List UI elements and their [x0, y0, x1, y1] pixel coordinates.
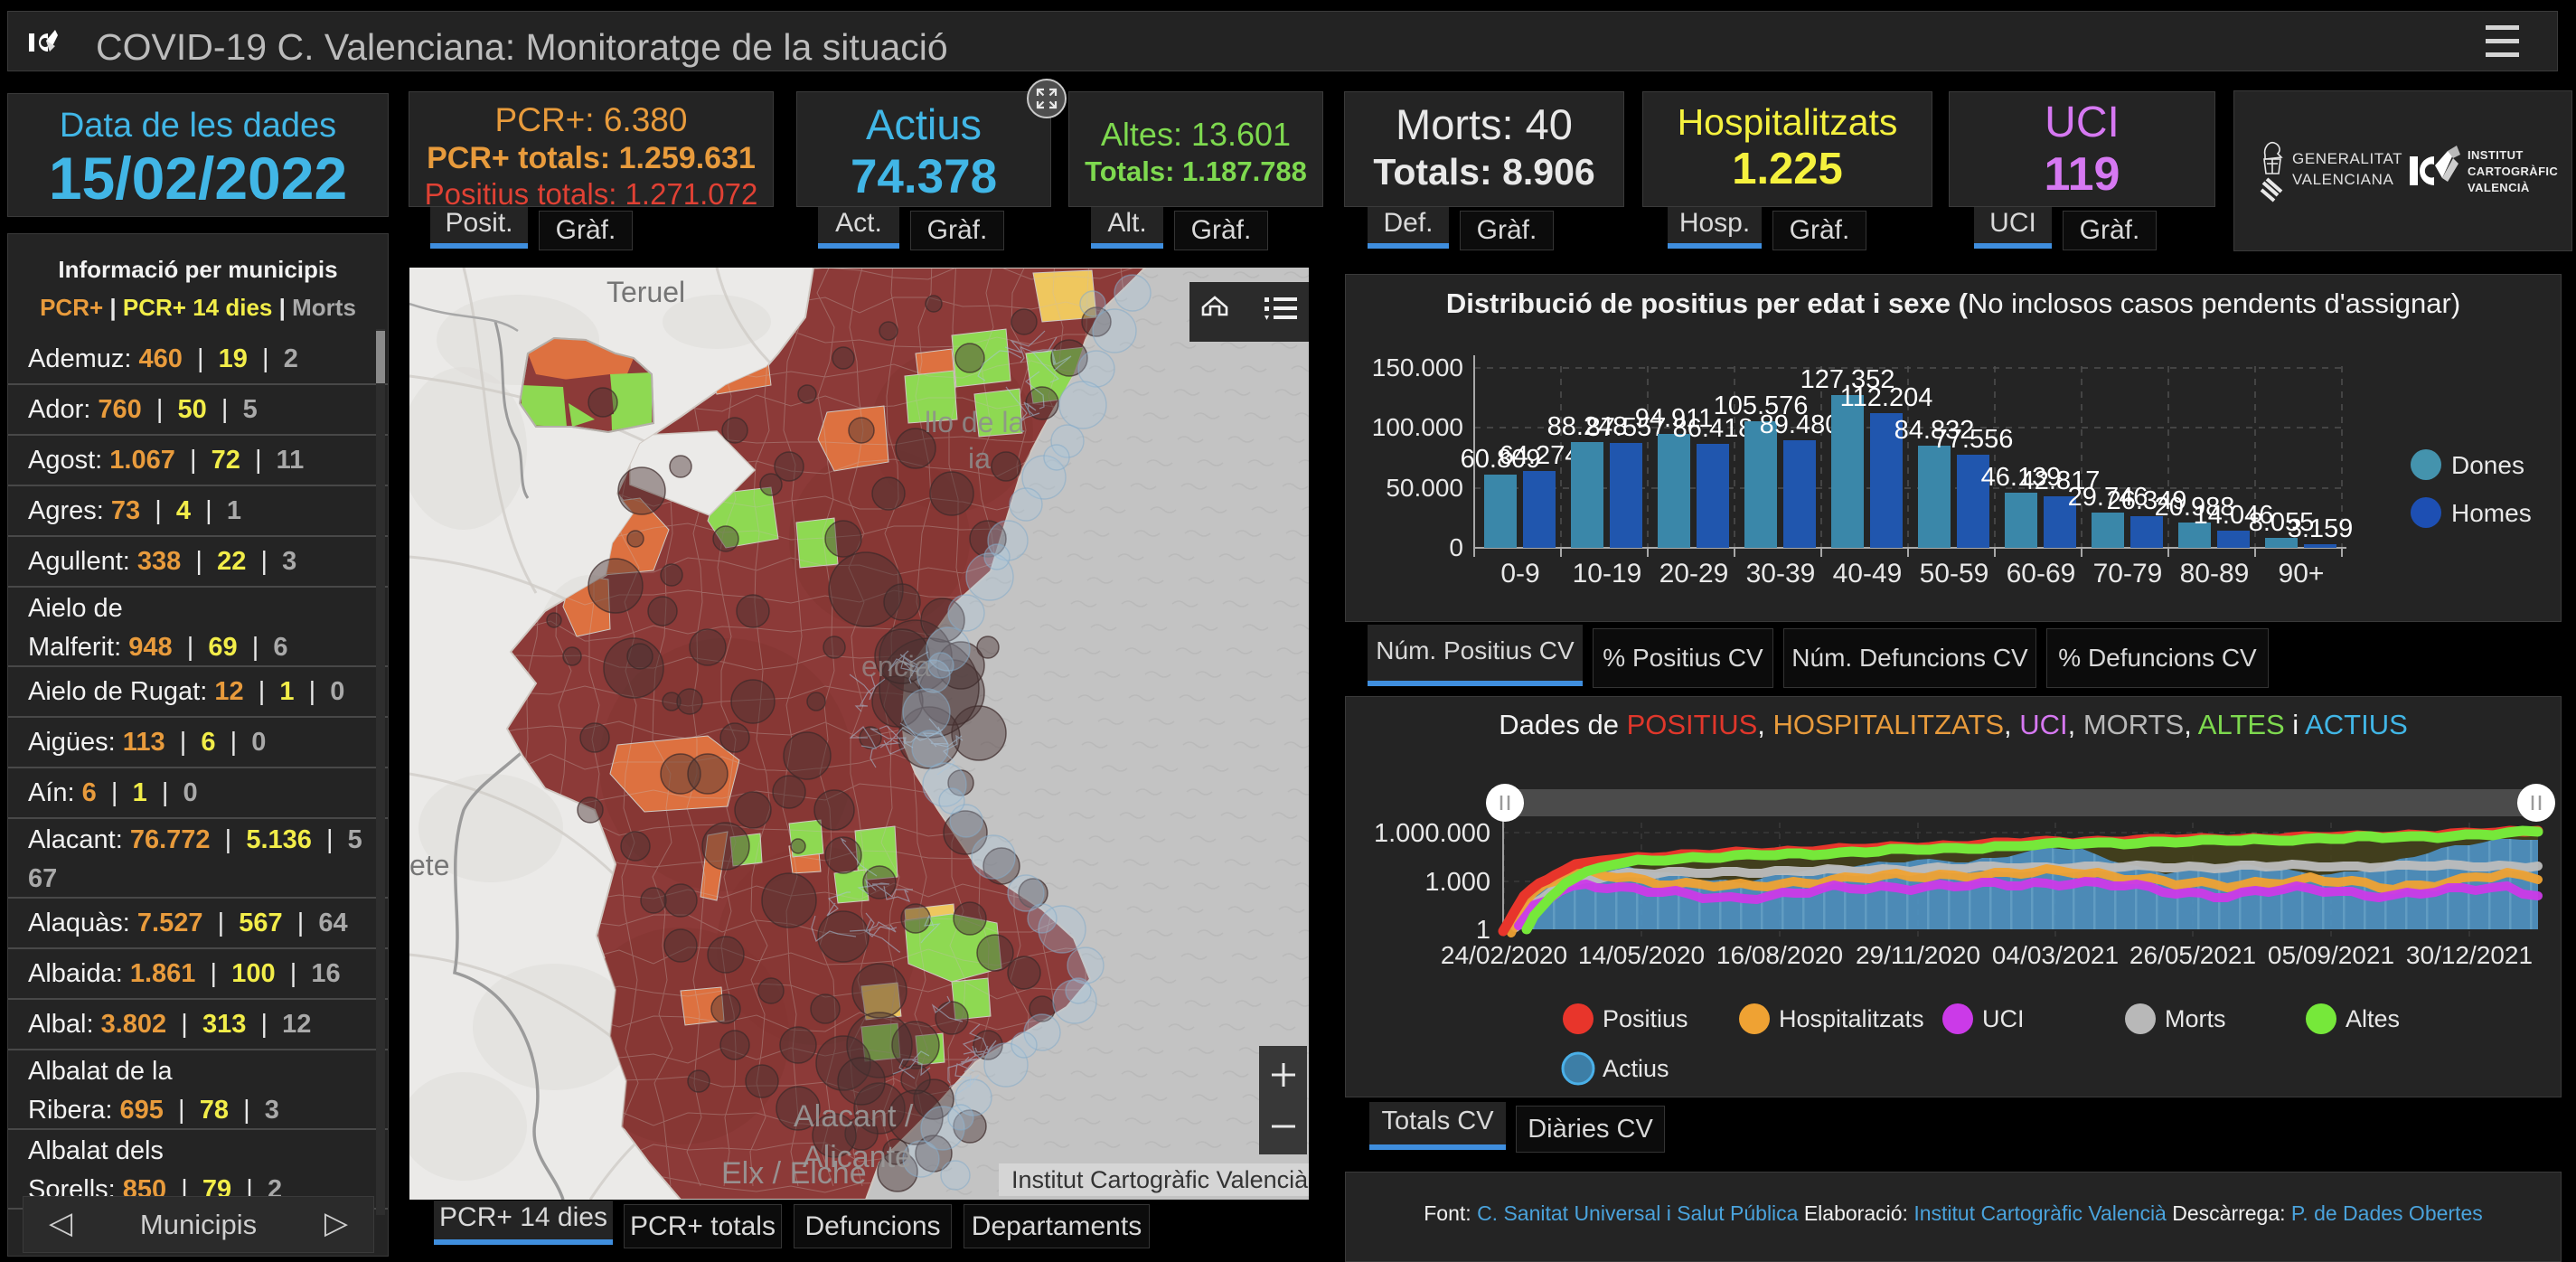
svg-text:ete: ete [409, 849, 449, 881]
svg-text:64.274: 64.274 [1500, 441, 1580, 470]
svg-text:60.809: 60.809 [1461, 445, 1541, 474]
svg-text:46.139: 46.139 [1981, 463, 2062, 492]
svg-text:Positius: Positius [1603, 1005, 1688, 1032]
svg-text:1: 1 [1476, 916, 1490, 945]
svg-text:89.480: 89.480 [1760, 410, 1840, 439]
svg-text:80-89: 80-89 [2180, 559, 2250, 589]
svg-text:Morts: Morts [2165, 1005, 2226, 1032]
svg-text:42.817: 42.817 [2020, 466, 2101, 495]
svg-text:1.000.000: 1.000.000 [1374, 819, 1490, 848]
svg-text:14.046: 14.046 [2194, 501, 2274, 530]
svg-text:Teruel: Teruel [606, 276, 685, 308]
svg-text:encia: encia [861, 650, 931, 683]
svg-text:0-9: 0-9 [1500, 559, 1539, 589]
svg-text:04/03/2021: 04/03/2021 [1992, 941, 2119, 969]
svg-text:87.557: 87.557 [1586, 413, 1667, 442]
svg-text:20.988: 20.988 [2155, 493, 2235, 522]
svg-text:40-49: 40-49 [1833, 559, 1903, 589]
svg-text:29/11/2020: 29/11/2020 [1856, 941, 1980, 969]
svg-text:Dades de POSITIUS, HOSPITALITZ: Dades de POSITIUS, HOSPITALITZATS, UCI, … [1499, 709, 2408, 740]
svg-text:150.000: 150.000 [1372, 353, 1463, 381]
svg-text:84.832: 84.832 [1894, 416, 1975, 445]
svg-text:10-19: 10-19 [1573, 559, 1642, 589]
svg-text:1.000: 1.000 [1424, 868, 1490, 897]
svg-text:86.418: 86.418 [1673, 414, 1753, 443]
svg-text:50-59: 50-59 [1920, 559, 1989, 589]
svg-text:Institut Cartogràfic Valencià: Institut Cartogràfic Valencià [1011, 1166, 1309, 1193]
svg-text:Elx / Elche: Elx / Elche [721, 1156, 867, 1191]
svg-text:UCI: UCI [1982, 1005, 2025, 1032]
svg-text:Homes: Homes [2451, 499, 2532, 527]
svg-text:Distribució de positius per ed: Distribució de positius per edat i sexe … [1446, 287, 2460, 319]
svg-text:70-79: 70-79 [2093, 559, 2163, 589]
svg-text:Alacant /: Alacant / [794, 1099, 914, 1134]
svg-text:26/05/2021: 26/05/2021 [2129, 941, 2256, 969]
svg-text:0: 0 [1449, 533, 1463, 561]
svg-text:30-39: 30-39 [1746, 559, 1816, 589]
svg-text:60-69: 60-69 [2007, 559, 2076, 589]
svg-text:Altes: Altes [2346, 1005, 2400, 1032]
svg-text:30/12/2021: 30/12/2021 [2406, 941, 2533, 969]
svg-text:29.746: 29.746 [2068, 483, 2148, 512]
svg-text:3.159: 3.159 [2288, 514, 2354, 543]
svg-text:16/08/2020: 16/08/2020 [1716, 941, 1843, 969]
svg-text:24/02/2020: 24/02/2020 [1441, 941, 1567, 969]
svg-text:Hospitalitzats: Hospitalitzats [1779, 1005, 1924, 1032]
svg-text:105.576: 105.576 [1714, 391, 1809, 420]
svg-text:127.352: 127.352 [1800, 365, 1895, 394]
svg-text:26.349: 26.349 [2107, 486, 2187, 515]
svg-text:Dones: Dones [2451, 451, 2524, 479]
svg-text:112.204: 112.204 [1840, 383, 1933, 412]
svg-text:77.556: 77.556 [1933, 425, 2014, 454]
svg-text:14/05/2020: 14/05/2020 [1578, 941, 1705, 969]
svg-text:94.911: 94.911 [1635, 404, 1714, 433]
svg-text:Actius: Actius [1603, 1055, 1669, 1082]
svg-text:50.000: 50.000 [1386, 474, 1463, 502]
svg-text:90+: 90+ [2279, 559, 2325, 589]
svg-text:05/09/2021: 05/09/2021 [2268, 941, 2394, 969]
svg-text:Alicante: Alicante [803, 1140, 912, 1174]
svg-text:88.248: 88.248 [1547, 412, 1628, 441]
svg-text:8.055: 8.055 [2249, 508, 2315, 537]
svg-text:llo de la: llo de la [925, 406, 1025, 438]
svg-text:20-29: 20-29 [1659, 559, 1729, 589]
svg-text:100.000: 100.000 [1372, 413, 1463, 441]
svg-text:ia: ia [968, 442, 991, 475]
